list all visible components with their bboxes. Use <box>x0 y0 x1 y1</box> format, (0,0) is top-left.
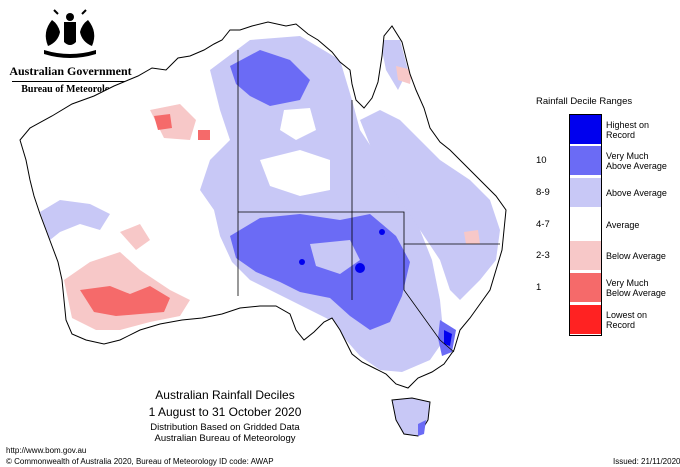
legend-swatch <box>570 210 601 239</box>
legend-decile-label <box>536 115 566 144</box>
legend-swatch <box>570 146 601 175</box>
legend-decile-label: 4-7 <box>536 219 550 230</box>
legend-label-line: Average <box>606 219 640 230</box>
data-basis: Distribution Based on Gridded Data <box>150 422 300 433</box>
legend-item-above-average: 8-9 Above Average <box>0 178 680 207</box>
logo-divider <box>12 81 129 82</box>
bureau-title: Bureau of Meteorology <box>21 84 120 95</box>
legend-item-very-much-above-average: 10 Very Much Above Average <box>0 146 680 175</box>
legend-decile-label: 10 <box>536 155 547 166</box>
legend-swatch <box>570 178 601 207</box>
legend-swatch <box>570 115 601 144</box>
legend-item-lowest-on-record: Lowest on Record <box>0 305 680 334</box>
date-range: 1 August to 31 October 2020 <box>148 405 302 419</box>
legend-label: Above Average <box>606 178 680 207</box>
copyright: © Commonwealth of Australia 2020, Bureau… <box>6 457 217 466</box>
bom-link[interactable]: http://www.bom.gov.au <box>6 446 87 455</box>
legend-item-below-average: 2-3 Below Average <box>0 241 680 270</box>
legend-label-line: Lowest on <box>606 309 648 320</box>
legend-decile-label <box>536 305 566 334</box>
data-source: Australian Bureau of Meteorology <box>154 433 296 444</box>
legend-swatch <box>570 241 601 270</box>
legend-label-line: Below Average <box>606 250 666 261</box>
legend-label-line: Very Much <box>606 150 649 161</box>
id-code: ID code: AWAP <box>219 457 274 466</box>
legend-decile-label: 8-9 <box>536 187 550 198</box>
legend-swatch <box>570 305 601 334</box>
legend-item-average: 4-7 Average <box>0 210 680 239</box>
legend-label-line: Record <box>606 129 636 140</box>
legend-decile-label: 2-3 <box>536 250 550 261</box>
issued-date: Issued: 21/11/2020 <box>613 457 680 466</box>
legend-item-highest-on-record: Highest on Record <box>0 115 680 144</box>
legend-title: Rainfall Decile Ranges <box>536 96 633 107</box>
coat-of-arms-icon <box>44 9 96 58</box>
legend-decile-label: 1 <box>536 282 542 293</box>
government-title: Australian Government <box>9 64 132 78</box>
legend-label: Very Much Above Average <box>606 146 680 175</box>
legend-label-line: Below Average <box>606 287 666 298</box>
legend-label: Average <box>606 210 680 239</box>
legend-label-line: Very Much <box>606 277 649 288</box>
legend-label-line: Record <box>606 319 636 330</box>
legend-item-very-much-below-average: 1 Very Much Below Average <box>0 273 680 302</box>
government-logo: Australian Government Bureau of Meteorol… <box>8 6 133 96</box>
legend-label: Lowest on Record <box>606 305 680 334</box>
legend-swatch <box>570 273 601 302</box>
map-title: Australian Rainfall Deciles <box>155 388 295 402</box>
legend-label: Very Much Below Average <box>606 273 680 302</box>
legend-label-line: Above Average <box>606 187 667 198</box>
legend-label: Below Average <box>606 241 680 270</box>
legend-label-line: Highest on <box>606 119 650 130</box>
legend-label-line: Above Average <box>606 160 667 171</box>
legend-label: Highest on Record <box>606 115 680 144</box>
